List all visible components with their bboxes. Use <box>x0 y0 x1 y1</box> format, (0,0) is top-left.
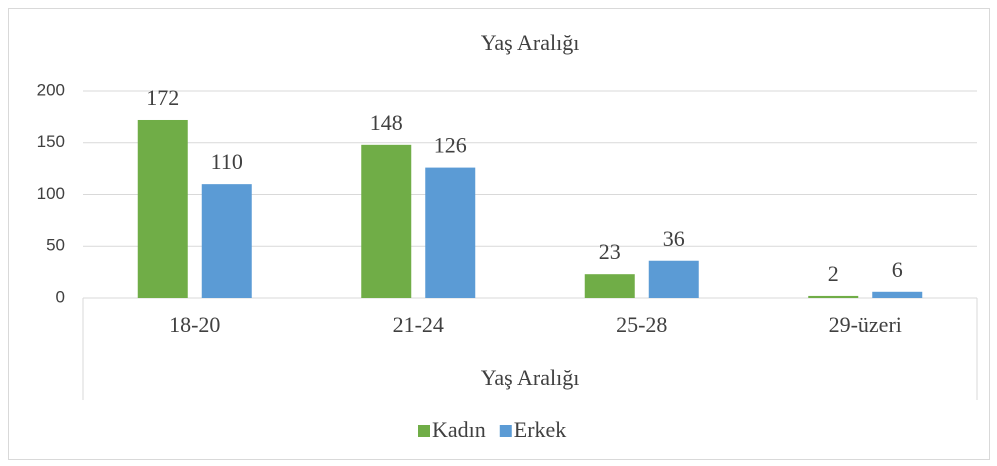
data-label: 148 <box>370 110 403 135</box>
legend-label: Kadın <box>432 417 486 442</box>
data-label: 126 <box>434 133 467 158</box>
legend-swatch <box>418 425 430 437</box>
bar <box>808 295 859 298</box>
bar <box>648 260 699 298</box>
bar <box>872 291 923 298</box>
x-tick-label: 21-24 <box>393 312 444 337</box>
data-label: 36 <box>663 226 685 251</box>
y-tick-label: 50 <box>46 236 65 255</box>
bar <box>137 119 188 298</box>
data-label: 2 <box>828 261 839 286</box>
y-tick-label: 0 <box>56 287 65 306</box>
legend-label: Erkek <box>514 417 567 442</box>
x-tick-label: 29-üzeri <box>829 312 902 337</box>
chart-title: Yaş Aralığı <box>481 30 580 55</box>
bar <box>425 167 476 298</box>
bar <box>201 184 252 298</box>
x-tick-label: 18-20 <box>169 312 220 337</box>
x-tick-label: 25-28 <box>616 312 667 337</box>
y-tick-label: 150 <box>37 132 65 151</box>
bar <box>361 144 412 298</box>
y-tick-label: 200 <box>37 80 65 99</box>
x-axis-title: Yaş Aralığı <box>481 365 580 390</box>
bar <box>584 274 635 298</box>
data-label: 172 <box>146 85 179 110</box>
data-label: 23 <box>599 239 621 264</box>
data-label: 6 <box>892 257 903 282</box>
data-label: 110 <box>211 149 243 174</box>
legend-swatch <box>499 425 512 437</box>
y-tick-label: 100 <box>37 184 65 203</box>
